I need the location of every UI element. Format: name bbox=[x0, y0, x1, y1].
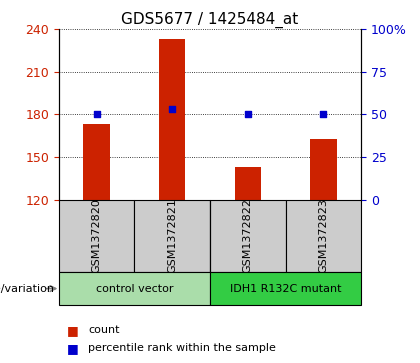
Bar bbox=[59, 200, 134, 272]
Text: percentile rank within the sample: percentile rank within the sample bbox=[88, 343, 276, 354]
Text: count: count bbox=[88, 325, 120, 335]
Text: GSM1372821: GSM1372821 bbox=[167, 199, 177, 273]
Bar bbox=[59, 272, 210, 305]
Bar bbox=[83, 124, 110, 200]
Bar bbox=[159, 39, 185, 200]
Point bbox=[169, 106, 176, 112]
Text: GSM1372823: GSM1372823 bbox=[318, 199, 328, 273]
Point bbox=[93, 111, 100, 117]
Text: genotype/variation: genotype/variation bbox=[0, 284, 55, 294]
Point bbox=[320, 111, 327, 117]
Bar bbox=[310, 139, 336, 200]
Text: GSM1372820: GSM1372820 bbox=[92, 199, 102, 273]
Point bbox=[244, 111, 251, 117]
Bar bbox=[234, 167, 261, 200]
Text: ■: ■ bbox=[67, 342, 79, 355]
Text: IDH1 R132C mutant: IDH1 R132C mutant bbox=[230, 284, 341, 294]
Text: control vector: control vector bbox=[96, 284, 173, 294]
Text: ■: ■ bbox=[67, 324, 79, 337]
Bar bbox=[210, 200, 286, 272]
Title: GDS5677 / 1425484_at: GDS5677 / 1425484_at bbox=[121, 12, 299, 28]
Bar bbox=[134, 200, 210, 272]
Bar bbox=[210, 272, 361, 305]
Text: GSM1372822: GSM1372822 bbox=[243, 199, 253, 273]
Bar bbox=[286, 200, 361, 272]
